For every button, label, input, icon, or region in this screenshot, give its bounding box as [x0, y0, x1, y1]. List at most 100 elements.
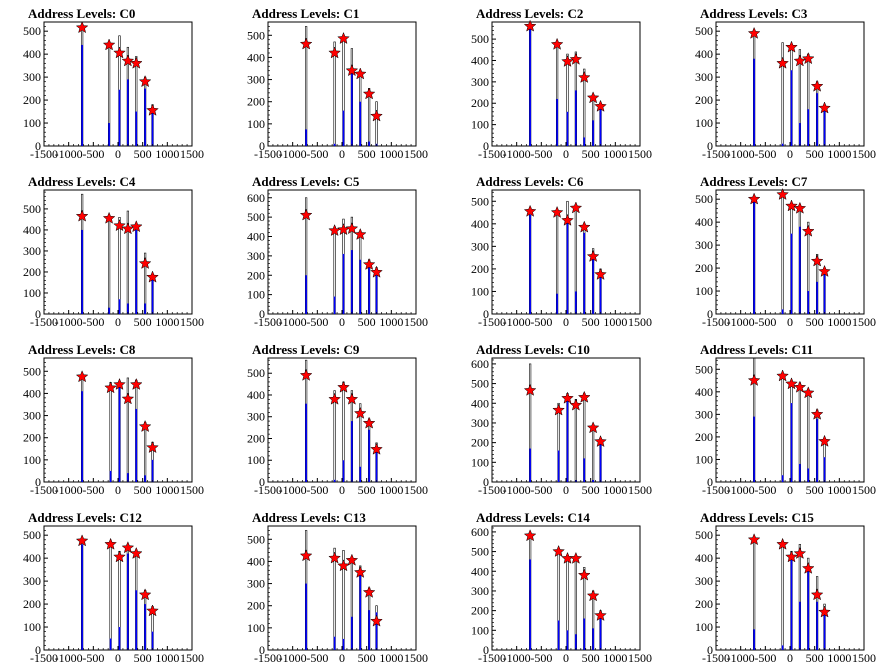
histogram-bar-fill: [799, 226, 801, 314]
histogram-bar-fill: [333, 296, 336, 314]
plot-frame: [715, 357, 865, 483]
histogram-bar-fill: [127, 473, 129, 482]
peak-star-marker: [594, 608, 607, 621]
histogram-bar-fill: [305, 129, 307, 146]
x-tick-label: -500: [754, 315, 776, 329]
histogram-bar-fill: [144, 88, 146, 146]
x-tick-label: 500: [582, 315, 600, 329]
peak-star-marker: [75, 21, 89, 34]
histogram-bar-fill: [807, 569, 810, 650]
x-tick-label: 1000: [827, 483, 851, 497]
histogram-bar-fill: [566, 111, 569, 146]
peak-star-marker: [561, 213, 574, 226]
peak-star-marker: [337, 380, 350, 393]
panel-title: Address Levels: C8: [28, 342, 136, 357]
histogram-bar-fill: [753, 629, 755, 650]
histogram-bar-fill: [599, 273, 602, 314]
x-tick-label: 0: [563, 147, 569, 161]
plot-frame: [43, 21, 193, 147]
x-tick-label: 500: [806, 147, 824, 161]
peak-star-marker: [362, 87, 376, 100]
y-tick-label: 300: [23, 244, 41, 258]
x-tick-label: -500: [306, 651, 328, 665]
histogram-bar-fill: [583, 458, 586, 482]
peak-star-marker: [586, 421, 600, 434]
histogram-bar-outline: [109, 541, 112, 651]
peak-star-marker: [113, 219, 126, 232]
histogram-bar-fill: [305, 583, 307, 650]
x-tick-label: 1000: [827, 147, 851, 161]
x-tick-label: -500: [306, 483, 328, 497]
x-tick-label: 1000: [379, 315, 403, 329]
y-tick-label: 500: [471, 194, 489, 208]
histogram-bar-fill: [529, 448, 531, 482]
x-tick-label: -1500: [702, 315, 730, 329]
x-tick-label: 1500: [180, 315, 204, 329]
x-tick-label: 0: [563, 483, 569, 497]
peak-star-marker: [129, 220, 143, 233]
x-tick-label: 1500: [852, 483, 876, 497]
peak-star-marker: [586, 249, 600, 262]
y-tick-label: 300: [23, 409, 41, 423]
y-tick-label: 500: [23, 364, 41, 378]
histogram-bar-fill: [529, 214, 531, 314]
peak-star-marker: [577, 220, 591, 233]
histogram-bar-fill: [135, 111, 138, 146]
peak-star-marker: [299, 368, 313, 381]
x-tick-label: 1000: [603, 147, 627, 161]
peak-star-marker: [138, 588, 152, 601]
histogram-bar-fill: [583, 137, 586, 146]
x-tick-label: 0: [787, 651, 793, 665]
x-tick-label: 1000: [603, 651, 627, 665]
x-tick-label: -1500: [254, 483, 282, 497]
x-tick-label: -1000: [279, 315, 307, 329]
peak-star-marker: [801, 386, 815, 399]
histogram-bar-fill: [583, 232, 586, 314]
peak-star-marker: [129, 546, 143, 559]
peak-star-marker: [362, 257, 376, 270]
x-tick-label: 1500: [628, 651, 652, 665]
panel-title: Address Levels: C12: [28, 510, 142, 525]
histogram-bar-fill: [81, 544, 83, 650]
histogram-bar-fill: [144, 604, 146, 650]
y-tick-label: 200: [23, 431, 41, 445]
peak-star-marker: [785, 550, 798, 563]
y-tick-label: 400: [695, 385, 713, 399]
peak-star-marker: [810, 407, 824, 420]
histogram-bar-fill: [368, 141, 370, 146]
peak-star-marker: [345, 222, 359, 235]
histogram-bar-fill: [359, 259, 362, 314]
peak-star-marker: [523, 529, 537, 542]
y-tick-label: 500: [23, 202, 41, 216]
x-tick-label: 1000: [603, 483, 627, 497]
x-tick-label: -1000: [55, 315, 83, 329]
peak-star-marker: [550, 205, 564, 218]
peak-star-marker: [577, 568, 591, 581]
histogram-bar-fill: [807, 109, 810, 146]
histogram-bar-fill: [566, 630, 569, 650]
peak-star-marker: [550, 37, 564, 50]
x-tick-label: -1000: [55, 147, 83, 161]
peak-star-marker: [793, 380, 807, 393]
peak-star-marker: [523, 383, 537, 396]
y-tick-label: 600: [247, 191, 265, 205]
peak-star-marker: [586, 589, 600, 602]
peak-star-marker: [362, 416, 376, 429]
histogram-bar-outline: [375, 101, 378, 147]
peak-star-marker: [801, 224, 815, 237]
x-tick-label: -500: [530, 651, 552, 665]
histogram-bar-outline: [807, 389, 810, 483]
y-tick-label: 0: [707, 307, 713, 321]
histogram-bar-fill: [753, 199, 755, 314]
x-tick-label: -1000: [503, 651, 531, 665]
x-tick-label: 500: [134, 315, 152, 329]
x-tick-label: -500: [306, 147, 328, 161]
plot-frame: [43, 357, 193, 483]
y-tick-label: 300: [695, 574, 713, 588]
histogram-bar-fill: [359, 101, 362, 146]
y-tick-label: 0: [483, 139, 489, 153]
y-tick-label: 100: [247, 453, 265, 467]
histogram-bar-fill: [144, 475, 146, 482]
y-tick-label: 200: [471, 96, 489, 110]
y-tick-label: 300: [247, 410, 265, 424]
